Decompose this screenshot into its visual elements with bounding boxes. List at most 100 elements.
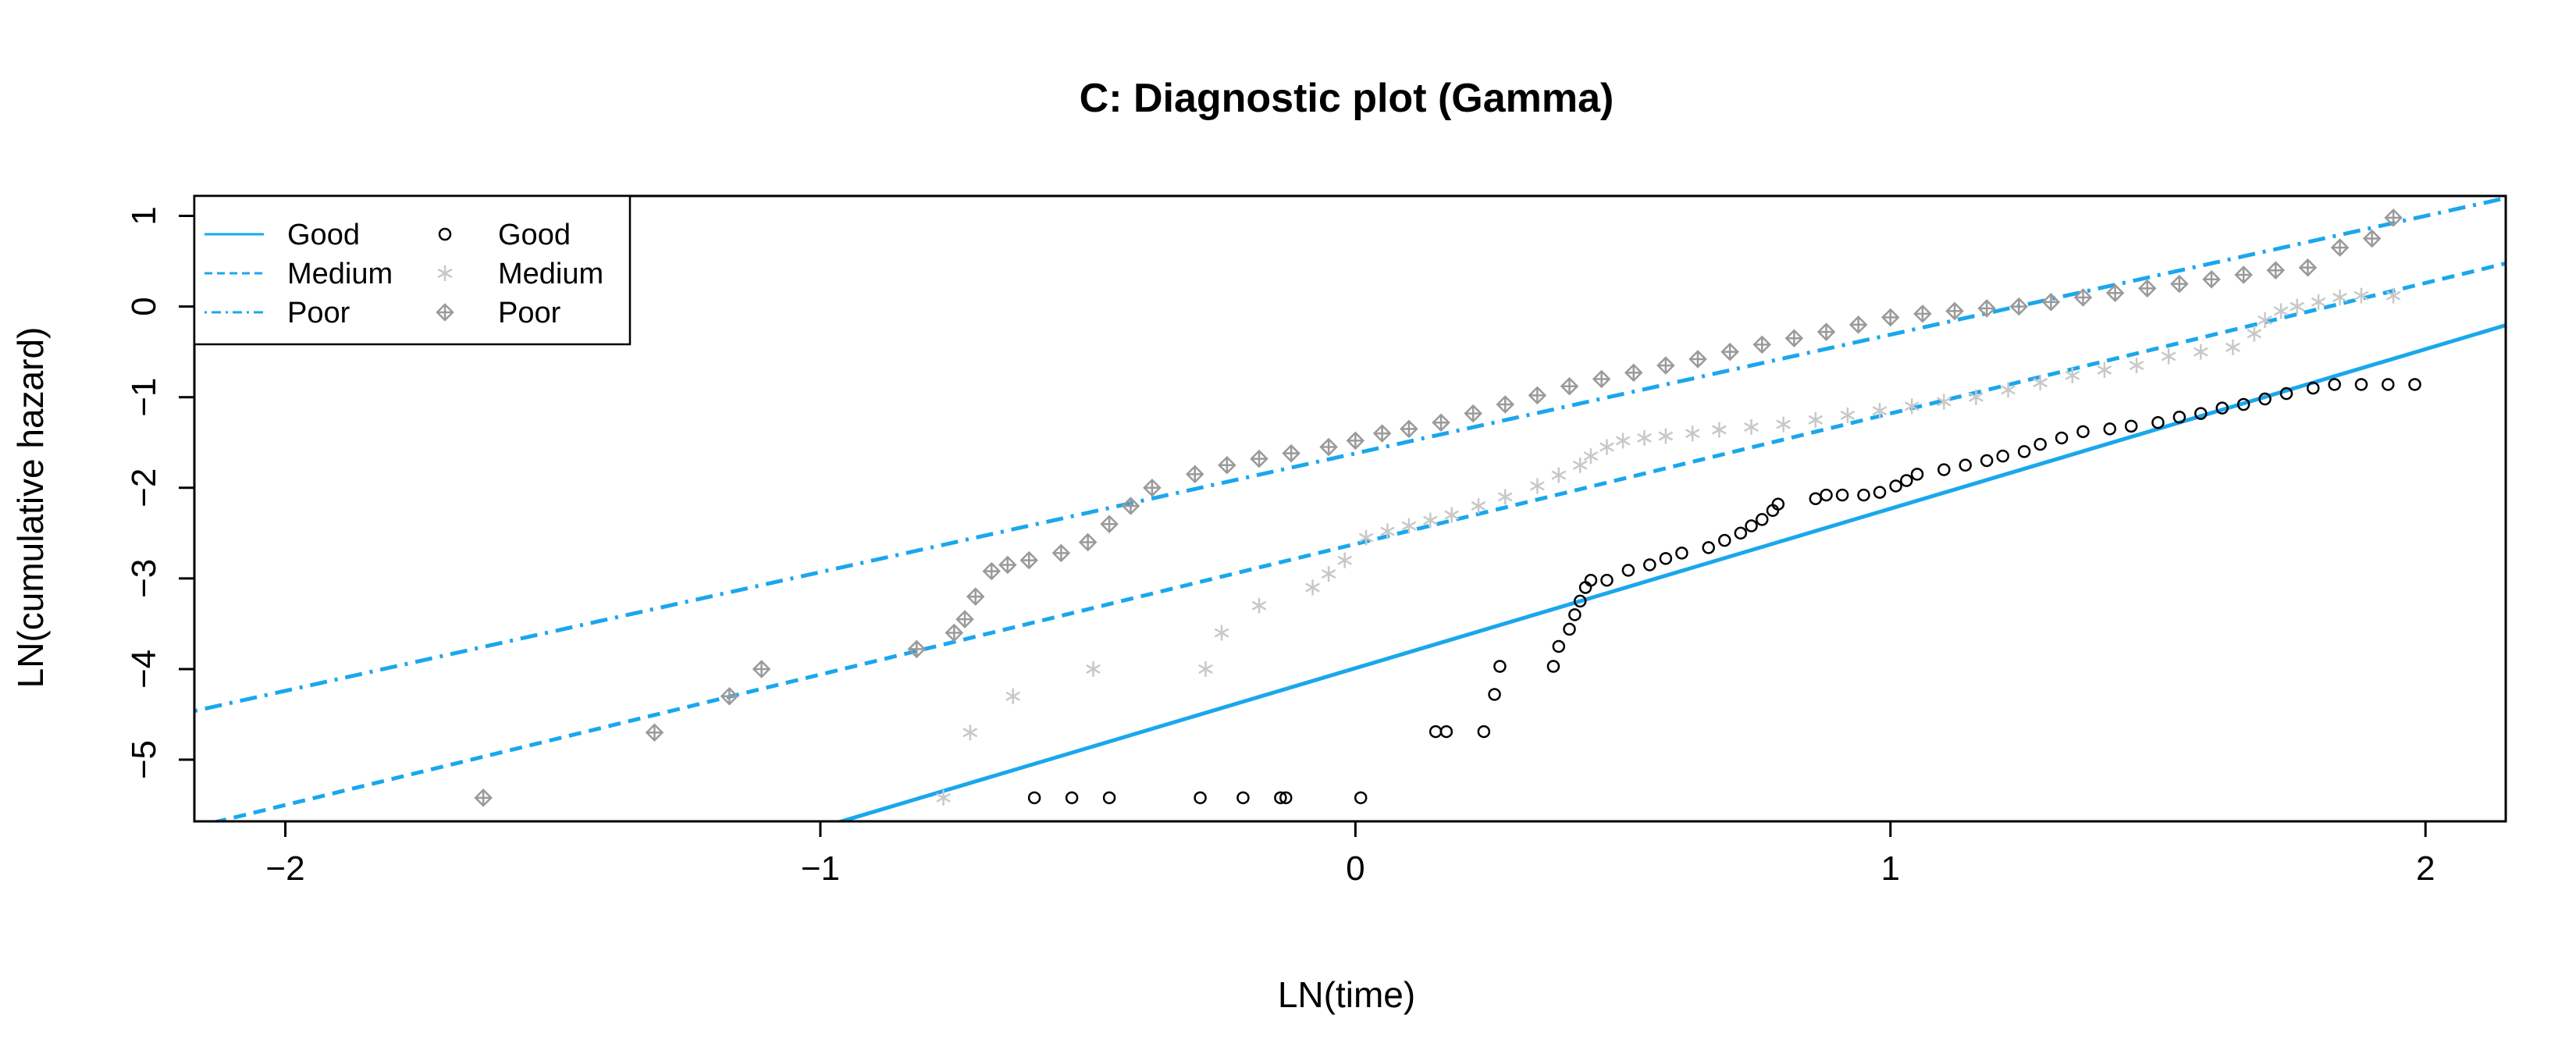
point-good — [1573, 594, 1587, 608]
y-tick-label: −1 — [125, 378, 163, 417]
point-good — [1809, 492, 1823, 505]
point-poor — [645, 723, 664, 742]
point-poor — [1019, 550, 1039, 570]
point-good — [1546, 660, 1560, 673]
point-medium — [2273, 303, 2289, 319]
point-poor — [720, 687, 739, 706]
point-good — [1621, 564, 1635, 577]
legend-marker-poor — [436, 303, 454, 322]
fit-lines-layer — [194, 196, 2506, 821]
legend-line-label: Good — [287, 219, 360, 251]
point-poor — [1372, 424, 1392, 443]
point-poor — [1977, 299, 1996, 318]
point-good — [1236, 791, 1250, 805]
legend-marker-medium — [437, 265, 453, 281]
point-medium — [1712, 422, 1727, 438]
point-poor — [907, 639, 927, 659]
point-poor — [1656, 356, 1675, 375]
point-good — [1552, 639, 1566, 653]
point-medium — [2129, 358, 2144, 374]
fit-line-good — [834, 323, 2506, 821]
point-good — [1102, 791, 1116, 805]
point-medium — [1497, 489, 1513, 505]
point-medium — [2258, 312, 2272, 329]
point-good — [1910, 468, 1924, 481]
x-axis-label: LN(time) — [1278, 974, 1415, 1015]
point-poor — [474, 789, 493, 807]
point-medium — [1637, 429, 1652, 446]
point-medium — [1358, 529, 1374, 546]
point-poor — [2330, 238, 2350, 257]
point-medium — [1904, 398, 1920, 415]
axes-layer: −2 −1 0 1 2 −5 −4 −3 −2 −1 0 1 — [125, 206, 2435, 888]
point-poor — [1400, 419, 1418, 439]
point-good — [1996, 449, 2009, 463]
point-good — [1568, 608, 1582, 621]
point-poor — [982, 561, 1002, 581]
point-good — [1493, 660, 1507, 673]
point-medium — [1615, 433, 1631, 449]
point-medium — [1005, 688, 1021, 704]
point-medium — [2290, 298, 2305, 315]
point-good — [1600, 573, 1614, 587]
y-tick-label: −5 — [125, 740, 163, 779]
point-good — [1563, 622, 1576, 636]
point-poor — [1121, 497, 1140, 515]
point-poor — [1250, 449, 1268, 468]
point-good — [2151, 415, 2165, 429]
point-good — [2279, 386, 2293, 401]
point-good — [1718, 533, 1731, 547]
point-good — [2033, 437, 2047, 451]
point-medium — [1969, 389, 1984, 405]
point-poor — [1143, 479, 1162, 497]
point-poor — [1078, 532, 1098, 552]
point-medium — [2193, 344, 2208, 360]
point-medium — [2386, 287, 2401, 304]
point-medium — [1530, 478, 1545, 494]
point-poor — [2234, 265, 2253, 284]
point-medium — [2001, 382, 2016, 398]
point-good — [1835, 488, 1849, 502]
point-poor — [2202, 270, 2221, 289]
point-medium — [1658, 428, 1674, 444]
y-axis-label: LN(cumulative hazard) — [10, 327, 51, 689]
point-medium — [1936, 393, 1952, 410]
point-good — [2215, 401, 2229, 415]
point-medium — [2354, 287, 2369, 304]
point-medium — [2065, 367, 2080, 383]
x-tick-label: 1 — [1881, 849, 1900, 888]
point-poor — [2138, 279, 2157, 298]
point-poor — [1185, 465, 1204, 484]
point-good — [1857, 488, 1870, 502]
point-medium — [1583, 448, 1599, 465]
point-medium — [2226, 339, 2240, 355]
point-medium — [1444, 507, 1460, 523]
point-poor — [2266, 261, 2286, 280]
point-poor — [2105, 283, 2125, 302]
point-poor — [1432, 413, 1450, 432]
point-medium — [1685, 426, 1700, 442]
point-medium — [1776, 416, 1791, 433]
point-good — [1584, 573, 1598, 587]
point-medium — [1380, 523, 1395, 539]
point-good — [2328, 378, 2341, 391]
point-good — [2258, 392, 2272, 406]
y-tick-label: −2 — [125, 468, 163, 507]
point-poor — [1784, 329, 1804, 348]
point-poor — [2362, 229, 2382, 248]
point-good — [1354, 791, 1368, 805]
point-poor — [945, 623, 964, 643]
y-tick-label: 1 — [125, 206, 163, 225]
legend-line-label: Poor — [287, 297, 350, 329]
chart-title: C: Diagnostic plot (Gamma) — [1080, 76, 1614, 121]
point-good — [1027, 791, 1041, 805]
x-tick-label: −1 — [801, 849, 840, 888]
point-poor — [1464, 404, 1482, 423]
point-poor — [1752, 335, 1772, 354]
point-good — [1274, 791, 1287, 805]
point-medium — [2311, 294, 2326, 310]
point-good — [1065, 791, 1079, 805]
point-good — [2236, 397, 2250, 411]
point-poor — [1592, 369, 1611, 389]
point-good — [2194, 407, 2208, 420]
